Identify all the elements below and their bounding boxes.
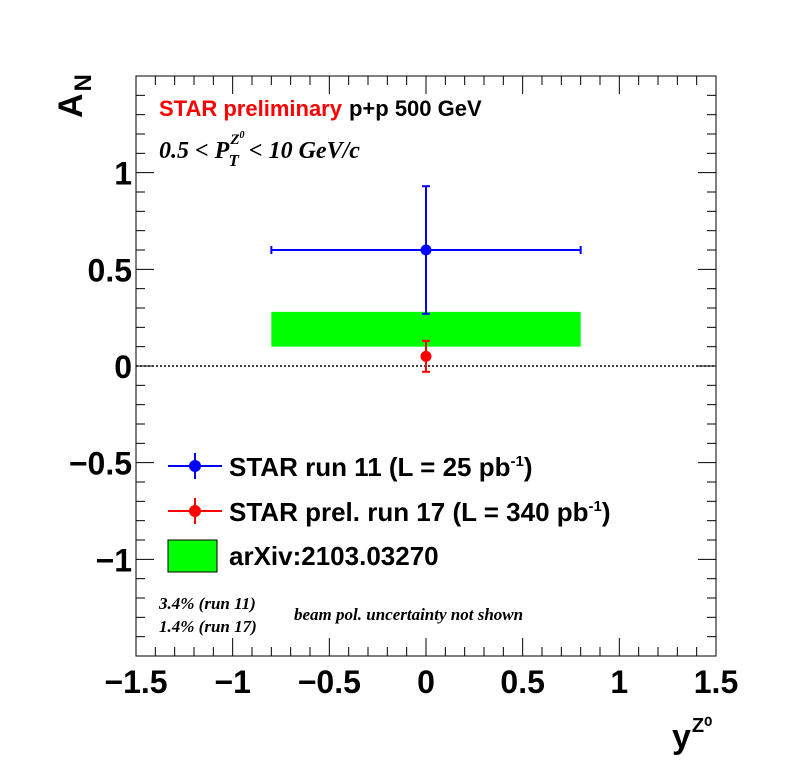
collision-label: p+p 500 GeV xyxy=(349,96,482,121)
x-axis-title: yZ⁰ xyxy=(672,715,712,756)
pol-run17-text: 1.4% (run 17) xyxy=(159,617,257,636)
x-tick-label: 0.5 xyxy=(500,664,544,700)
legend-band-swatch xyxy=(167,539,218,573)
pt-superscript: Z xyxy=(229,132,239,148)
tick-labels: −1.5 −1 −0.5 0 0.5 1 1.5 −1 −0.5 0 0.5 1 xyxy=(69,156,738,700)
y-tick-label: 1 xyxy=(114,156,132,192)
y-tick-label: −1 xyxy=(96,542,132,578)
y-tick-label: −0.5 xyxy=(69,446,132,482)
star-preliminary-label: STAR preliminary p+p 500 GeV xyxy=(159,96,482,121)
x-tick-label: 0 xyxy=(417,664,435,700)
data-series xyxy=(270,185,582,373)
legend-run11-marker xyxy=(189,460,201,472)
x-tick-label: −1 xyxy=(214,664,250,700)
data-point xyxy=(420,350,432,362)
y-axis-title: AN xyxy=(52,74,97,118)
pol-run11-text: 3.4% (run 11) xyxy=(158,594,256,613)
legend-band-label: arXiv:2103.03270 xyxy=(229,541,439,571)
legend-run17-marker xyxy=(189,505,201,517)
x-tick-label: −1.5 xyxy=(104,664,167,700)
data-point xyxy=(420,244,432,256)
x-tick-label: 1 xyxy=(610,664,628,700)
legend-run17-label: STAR prel. run 17 (L = 340 pb-1) xyxy=(229,497,611,527)
x-tick-label: −0.5 xyxy=(298,664,361,700)
axis-ticks xyxy=(135,75,717,657)
y-tick-label: 0 xyxy=(114,349,132,385)
x-tick-label: 1.5 xyxy=(694,664,738,700)
y-tick-label: 0.5 xyxy=(88,252,132,288)
legend-run11-label: STAR run 11 (L = 25 pb-1) xyxy=(229,452,533,482)
star-label: STAR preliminary xyxy=(159,96,343,121)
legend: STAR run 11 (L = 25 pb-1) STAR prel. run… xyxy=(167,452,611,573)
kinematic-range-label: 0.5 < PZ0 T < 10 GeV/c xyxy=(159,130,360,170)
pol-note-text: beam pol. uncertainty not shown xyxy=(294,605,523,624)
